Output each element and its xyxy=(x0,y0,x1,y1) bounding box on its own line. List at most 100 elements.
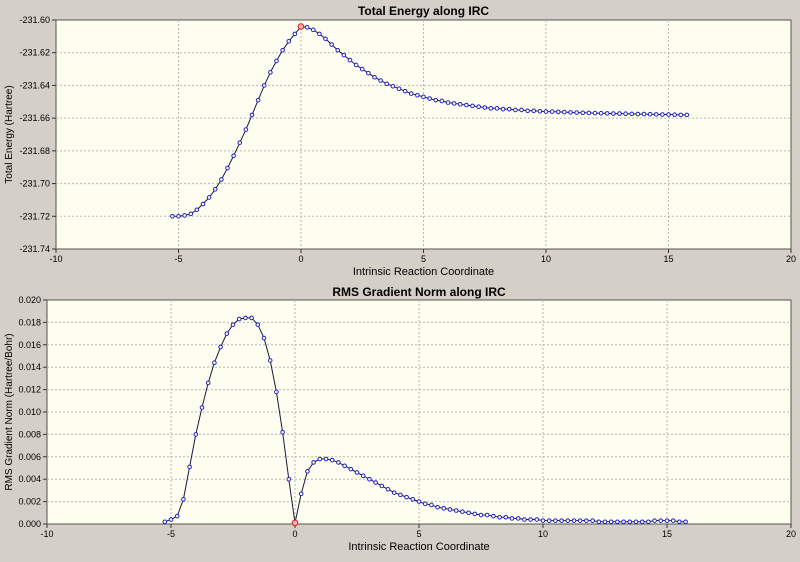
data-point xyxy=(219,177,224,182)
data-point xyxy=(354,470,360,475)
plot-area xyxy=(55,19,792,250)
data-point xyxy=(678,112,684,118)
data-point xyxy=(267,358,273,363)
data-point xyxy=(218,344,223,350)
data-point xyxy=(176,213,181,219)
data-point xyxy=(451,101,457,106)
data-point xyxy=(435,504,440,510)
data-point xyxy=(421,94,426,100)
data-point xyxy=(200,201,206,207)
data-point xyxy=(298,491,304,497)
data-point xyxy=(416,499,422,504)
y-tick-label: 0.000 xyxy=(18,519,41,529)
data-point xyxy=(466,510,471,516)
data-point xyxy=(243,127,249,132)
data-point xyxy=(286,38,292,44)
x-tick-label: 15 xyxy=(663,254,673,264)
x-tick-label: -10 xyxy=(40,529,53,539)
data-point xyxy=(348,466,354,472)
data-point xyxy=(677,519,682,525)
data-point xyxy=(503,514,509,520)
data-point xyxy=(231,153,236,159)
data-point xyxy=(255,322,261,327)
data-point xyxy=(372,74,377,80)
highlighted-point xyxy=(297,23,305,30)
data-point xyxy=(470,103,475,109)
data-point xyxy=(408,91,414,96)
y-tick-label: -231.60 xyxy=(19,15,50,25)
data-point xyxy=(653,112,659,117)
data-point xyxy=(199,405,205,410)
data-point xyxy=(404,494,409,500)
data-point xyxy=(261,83,267,88)
data-point xyxy=(611,111,616,116)
data-point xyxy=(617,111,622,116)
data-point xyxy=(379,483,385,489)
x-tick-label: 20 xyxy=(786,529,796,539)
data-point xyxy=(261,335,267,341)
data-point xyxy=(460,509,465,514)
x-tick-label: 10 xyxy=(538,529,548,539)
data-point xyxy=(531,108,537,114)
x-tick-label: 0 xyxy=(292,529,297,539)
y-tick-label: 0.020 xyxy=(18,295,41,305)
data-point xyxy=(478,512,484,518)
data-point xyxy=(391,490,397,495)
data-point xyxy=(311,460,316,465)
data-point xyxy=(366,70,371,76)
data-point xyxy=(684,112,690,118)
y-tick-label: -231.68 xyxy=(19,146,50,156)
data-point xyxy=(494,106,500,111)
data-point xyxy=(571,518,577,523)
data-point xyxy=(652,518,657,523)
data-point xyxy=(274,58,279,64)
data-point xyxy=(188,211,194,217)
x-axis-label: Intrinsic Reaction Coordinate xyxy=(353,266,494,278)
data-point xyxy=(305,469,310,474)
data-point xyxy=(249,112,255,118)
y-tick-label: -231.64 xyxy=(19,80,50,90)
data-point xyxy=(329,457,335,463)
data-point xyxy=(441,506,447,511)
data-point xyxy=(194,207,200,213)
energy-chart: Total Energy along IRC -10 -5 0 5 10 15 20 -231.… xyxy=(4,4,796,278)
data-point xyxy=(457,101,463,107)
y-tick-label: -231.74 xyxy=(19,244,50,254)
data-point xyxy=(500,106,506,112)
x-tick-label: 5 xyxy=(416,529,421,539)
data-point xyxy=(174,513,180,519)
data-point xyxy=(212,186,218,192)
data-point xyxy=(398,492,403,498)
data-point xyxy=(472,511,478,517)
data-point xyxy=(286,476,292,482)
data-point xyxy=(182,213,187,218)
data-point xyxy=(243,315,248,321)
data-point xyxy=(608,519,614,525)
data-point xyxy=(497,514,502,520)
data-point xyxy=(433,97,439,103)
data-point xyxy=(574,110,579,115)
data-point xyxy=(629,111,635,117)
data-point xyxy=(509,516,515,521)
data-point xyxy=(534,517,540,522)
data-point xyxy=(224,331,230,336)
data-point xyxy=(390,83,396,89)
data-point xyxy=(670,518,676,523)
data-point xyxy=(415,92,420,98)
data-point xyxy=(491,513,496,519)
data-point xyxy=(598,110,604,116)
y-tick-label: 0.010 xyxy=(18,407,41,417)
data-point xyxy=(639,519,645,525)
data-point xyxy=(604,111,610,116)
data-point xyxy=(683,519,688,525)
data-point xyxy=(602,519,608,525)
x-tick-label: -5 xyxy=(174,254,182,264)
y-tick-label: -231.72 xyxy=(19,211,50,221)
data-point xyxy=(422,501,428,507)
y-axis-label: Total Energy (Hartree) xyxy=(4,85,15,183)
data-point xyxy=(396,86,402,91)
data-point xyxy=(646,519,651,525)
data-point xyxy=(482,105,488,110)
x-tick-label: 5 xyxy=(421,254,426,264)
data-point xyxy=(323,36,328,42)
